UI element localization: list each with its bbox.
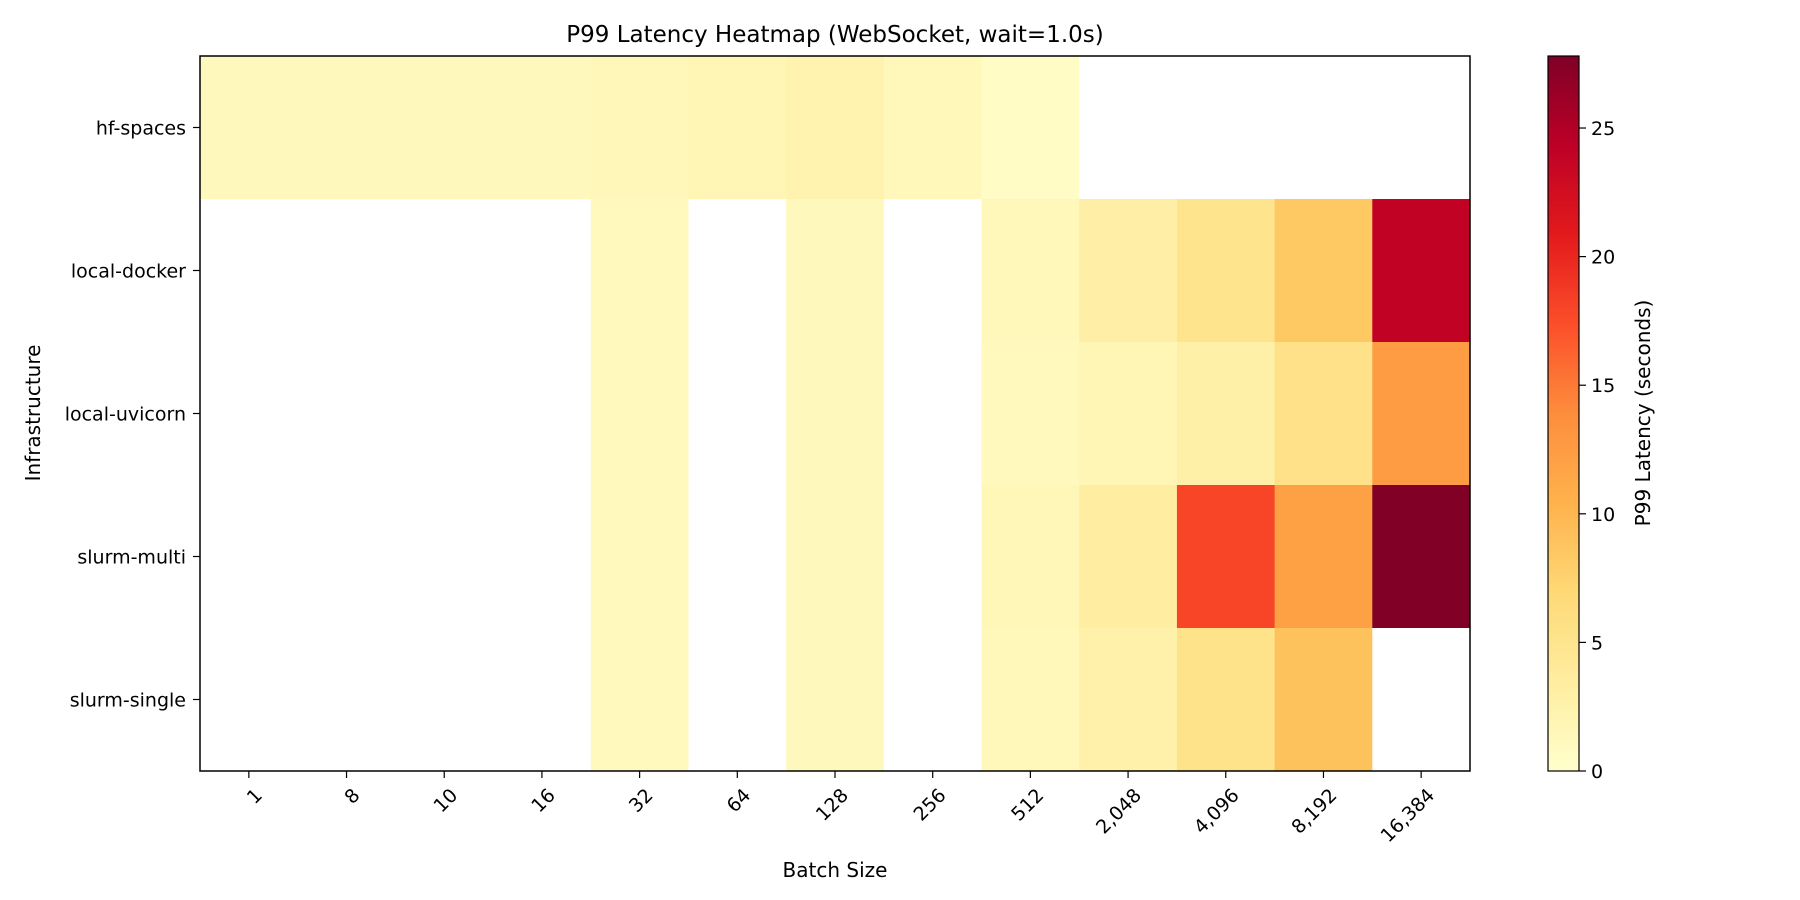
heatmap-cell xyxy=(200,628,299,772)
heatmap-cell xyxy=(395,628,494,772)
colorbar-tick-label: 25 xyxy=(1591,118,1615,140)
y-tick-label: hf-spaces xyxy=(96,118,186,140)
x-tick-label: 8,192 xyxy=(1287,784,1341,838)
heatmap-cell xyxy=(981,199,1080,343)
heatmap-cell xyxy=(981,628,1080,772)
heatmap-cell xyxy=(1079,628,1178,772)
x-tick-label: 16,384 xyxy=(1377,784,1440,847)
x-tick-label: 1 xyxy=(243,784,267,808)
heatmap-cell xyxy=(1274,199,1373,343)
heatmap-cell xyxy=(883,628,983,772)
heatmap-cell xyxy=(1079,342,1178,486)
colorbar-gradient xyxy=(1547,55,1580,772)
colorbar-tick-label: 15 xyxy=(1591,375,1615,397)
y-axis-label: Infrastructure xyxy=(21,345,45,482)
heatmap-cell xyxy=(1079,56,1178,200)
colorbar-tick-label: 5 xyxy=(1591,632,1603,654)
heatmap-cell xyxy=(493,199,592,343)
x-tick-label: 512 xyxy=(1007,784,1048,825)
y-tick-label: local-uvicorn xyxy=(65,404,186,426)
heatmap-cell xyxy=(883,485,983,629)
heatmap-cell xyxy=(1274,342,1373,486)
colorbar-tick-label: 20 xyxy=(1591,247,1615,269)
heatmap-cell xyxy=(1274,628,1373,772)
heatmap-cell xyxy=(981,342,1080,486)
y-tick-label: local-docker xyxy=(71,261,186,283)
heatmap-cell xyxy=(1176,199,1276,343)
y-tick-label: slurm-multi xyxy=(77,547,186,569)
heatmap-cell xyxy=(786,628,885,772)
heatmap-cells xyxy=(200,56,1471,772)
y-tick-label: slurm-single xyxy=(70,690,186,712)
x-tick-label: 64 xyxy=(723,784,756,817)
heatmap-cell xyxy=(395,342,494,486)
x-tick-label: 2,048 xyxy=(1092,784,1146,838)
heatmap-cell xyxy=(297,485,396,629)
heatmap-cell xyxy=(590,199,689,343)
y-axis-ticks: hf-spaces local-docker local-uvicorn slurm-… xyxy=(65,118,200,712)
heatmap-cell xyxy=(786,56,885,200)
heatmap-cell xyxy=(1372,485,1471,629)
heatmap-cell xyxy=(493,56,592,200)
heatmap-cell xyxy=(1372,342,1471,486)
heatmap-cell xyxy=(981,485,1080,629)
colorbar-tick-label: 0 xyxy=(1591,761,1603,783)
heatmap-cell xyxy=(493,342,592,486)
heatmap-cell xyxy=(1274,485,1373,629)
heatmap-cell xyxy=(1372,199,1471,343)
heatmap-cell xyxy=(297,56,396,200)
heatmap-cell xyxy=(1176,485,1276,629)
heatmap-cell xyxy=(883,342,983,486)
heatmap-cell xyxy=(1079,485,1178,629)
heatmap-cell xyxy=(883,56,983,200)
heatmap-cell xyxy=(395,56,494,200)
heatmap-cell xyxy=(883,199,983,343)
colorbar-tick-label: 10 xyxy=(1591,504,1615,526)
x-tick-label: 32 xyxy=(625,784,658,817)
heatmap-cell xyxy=(297,628,396,772)
heatmap-cell xyxy=(1176,56,1276,200)
heatmap-cell xyxy=(688,199,787,343)
heatmap-cell xyxy=(590,628,689,772)
heatmap-cell xyxy=(395,199,494,343)
colorbar-label: P99 Latency (seconds) xyxy=(1631,300,1655,527)
heatmap-cell xyxy=(493,485,592,629)
heatmap-cell xyxy=(688,342,787,486)
heatmap-cell xyxy=(786,342,885,486)
heatmap-cell xyxy=(786,199,885,343)
heatmap-cell xyxy=(688,56,787,200)
chart-title: P99 Latency Heatmap (WebSocket, wait=1.0… xyxy=(566,22,1103,48)
x-axis-ticks: 1 8 10 16 32 64 128 256 512 2,048 4,096 8,192 16,384 xyxy=(243,771,1439,847)
heatmap-cell xyxy=(786,485,885,629)
heatmap-cell xyxy=(1372,56,1471,200)
heatmap-cell xyxy=(1176,342,1276,486)
x-tick-label: 8 xyxy=(340,784,364,808)
x-tick-label: 256 xyxy=(909,784,950,825)
x-tick-label: 16 xyxy=(527,784,560,817)
heatmap-cell xyxy=(981,56,1080,200)
heatmap-cell xyxy=(688,485,787,629)
heatmap-cell xyxy=(1176,628,1276,772)
heatmap-cell xyxy=(200,56,299,200)
colorbar: 0 5 10 15 20 25 xyxy=(1547,55,1615,783)
heatmap-cell xyxy=(200,199,299,343)
heatmap-cell xyxy=(200,485,299,629)
heatmap-cell xyxy=(688,628,787,772)
x-tick-label: 4,096 xyxy=(1190,784,1244,838)
heatmap-cell xyxy=(590,485,689,629)
x-axis-label: Batch Size xyxy=(783,858,888,882)
heatmap-cell xyxy=(297,342,396,486)
heatmap-cell xyxy=(590,342,689,486)
heatmap-cell xyxy=(297,199,396,343)
heatmap-cell xyxy=(493,628,592,772)
heatmap-cell xyxy=(1372,628,1471,772)
heatmap-cell xyxy=(395,485,494,629)
heatmap-cell xyxy=(590,56,689,200)
x-tick-label: 128 xyxy=(812,784,853,825)
heatmap-cell xyxy=(1079,199,1178,343)
heatmap-cell xyxy=(1274,56,1373,200)
heatmap-cell xyxy=(200,342,299,486)
x-tick-label: 10 xyxy=(430,784,463,817)
